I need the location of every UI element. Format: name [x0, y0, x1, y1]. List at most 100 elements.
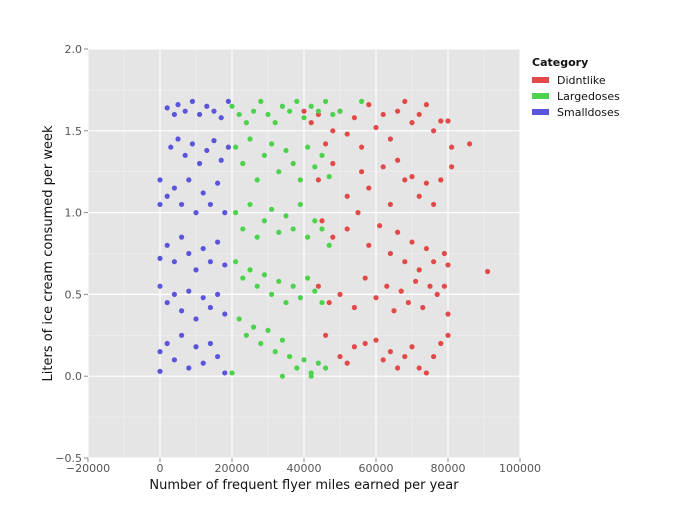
y-tick-label: −0.5: [55, 452, 82, 465]
y-tick-label: 2.0: [65, 43, 83, 56]
data-point: [287, 108, 293, 114]
data-point: [233, 259, 239, 265]
data-point: [294, 365, 300, 371]
data-point: [427, 283, 433, 289]
data-point: [171, 185, 177, 191]
data-point: [215, 180, 221, 186]
data-point: [312, 288, 318, 294]
data-point: [247, 201, 253, 208]
data-point: [330, 128, 336, 134]
data-point: [171, 291, 177, 297]
data-point: [197, 160, 203, 167]
y-axis-ticks: −0.5 0.0 0.5 1.0 1.5 2.0: [55, 43, 88, 465]
data-point: [200, 295, 206, 301]
data-point: [387, 201, 393, 208]
data-point: [164, 340, 170, 347]
data-point: [319, 226, 325, 232]
data-point: [312, 218, 318, 224]
y-tick-label: 0.0: [65, 370, 83, 383]
data-point: [193, 344, 199, 350]
data-point: [200, 245, 206, 252]
x-tick-label: 40000: [287, 462, 322, 475]
data-point: [287, 353, 293, 360]
data-point: [308, 103, 314, 109]
data-point: [438, 118, 444, 124]
data-point: [218, 157, 224, 163]
data-point: [233, 144, 239, 150]
data-point: [362, 275, 368, 281]
data-point: [186, 288, 192, 294]
data-point: [179, 332, 185, 338]
data-point: [319, 152, 325, 158]
data-point: [323, 98, 329, 104]
data-point: [243, 120, 249, 126]
data-point: [330, 234, 336, 240]
data-point: [315, 283, 321, 289]
data-point: [189, 98, 195, 104]
data-point: [276, 229, 282, 235]
data-point: [416, 365, 422, 371]
data-point: [380, 164, 386, 170]
data-point: [254, 283, 260, 289]
data-point: [423, 180, 429, 186]
data-point: [276, 278, 282, 284]
data-point: [236, 111, 242, 118]
data-point: [197, 111, 203, 118]
data-point: [423, 370, 429, 376]
x-tick-label: 0: [157, 462, 164, 475]
data-point: [323, 365, 329, 371]
data-point: [182, 152, 188, 158]
data-point: [402, 259, 408, 265]
data-point: [337, 108, 343, 114]
data-point: [290, 226, 296, 232]
data-point: [261, 152, 267, 158]
data-point: [247, 267, 253, 273]
data-point: [377, 223, 383, 229]
data-point: [157, 283, 163, 289]
data-point: [384, 283, 390, 289]
data-point: [186, 365, 192, 371]
data-point: [222, 370, 228, 376]
legend-swatch: [532, 77, 549, 83]
data-point: [362, 340, 368, 347]
series-smalldoses: [157, 98, 231, 376]
data-point: [294, 98, 300, 104]
data-point: [355, 210, 361, 216]
data-point: [441, 250, 447, 257]
data-point: [211, 108, 217, 114]
data-point: [247, 136, 253, 142]
data-point: [402, 177, 408, 183]
data-point: [409, 120, 415, 126]
data-point: [297, 295, 303, 301]
x-tick-label: 80000: [431, 462, 466, 475]
data-point: [366, 242, 372, 248]
legend-swatch: [532, 93, 549, 99]
x-tick-label: −20000: [66, 462, 110, 475]
data-point: [315, 360, 321, 366]
data-point: [240, 160, 246, 167]
data-point: [290, 160, 296, 167]
data-point: [301, 108, 307, 114]
data-point: [373, 337, 379, 343]
data-point: [251, 324, 257, 330]
data-point: [193, 267, 199, 273]
data-point: [445, 262, 451, 268]
data-point: [337, 353, 343, 360]
x-tick-label: 60000: [359, 462, 394, 475]
data-point: [380, 111, 386, 118]
data-point: [337, 291, 343, 297]
data-point: [395, 108, 401, 114]
data-point: [272, 349, 278, 355]
legend-title: Category: [532, 56, 588, 69]
data-point: [164, 242, 170, 248]
data-point: [236, 316, 242, 322]
data-point: [431, 128, 437, 134]
data-point: [240, 275, 246, 281]
data-point: [305, 234, 311, 240]
data-point: [380, 357, 386, 363]
data-point: [207, 259, 213, 265]
data-point: [215, 291, 221, 297]
data-point: [164, 299, 170, 306]
data-point: [207, 201, 213, 208]
data-point: [449, 144, 455, 150]
